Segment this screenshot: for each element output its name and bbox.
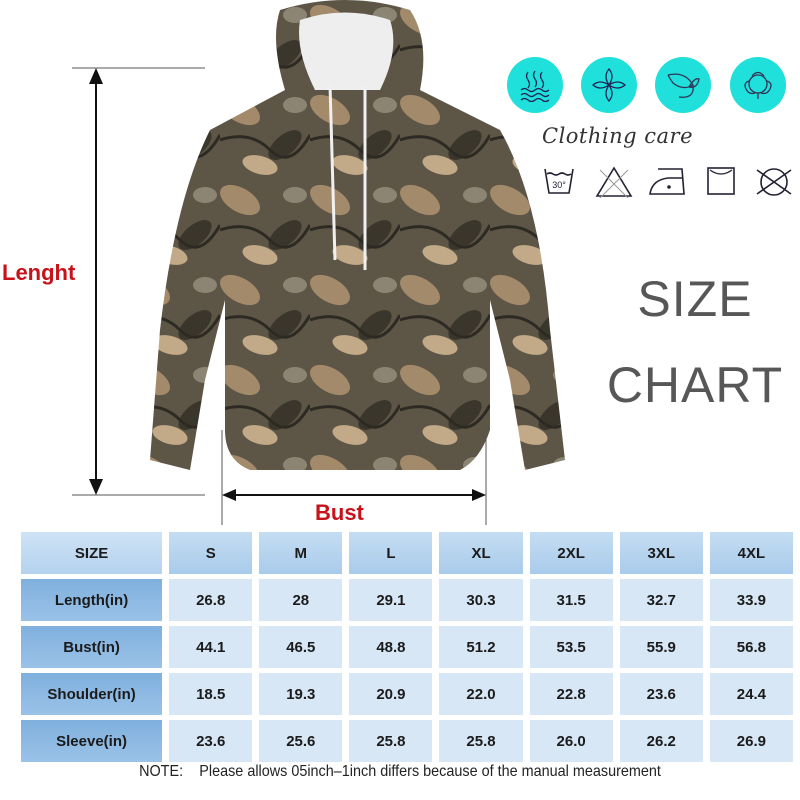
table-cell: 20.9 [349,673,433,715]
header-s: S [169,532,253,574]
clothing-care-title: Clothing care [542,124,693,148]
table-cell: 23.6 [169,720,253,762]
table-cell: 32.7 [619,579,703,621]
table-cell: 22.8 [529,673,613,715]
header-m: M [259,532,343,574]
table-cell: 26.9 [709,720,793,762]
table-row: Sleeve(in) 23.6 25.6 25.8 25.8 26.0 26.2 26.9 [21,720,793,762]
table-cell: 55.9 [619,626,703,668]
row-label: Length(in) [21,579,163,621]
cotton-icon [730,57,786,113]
leaf-icon [655,57,711,113]
tumble-dry-icon [707,167,735,195]
note-prefix: NOTE: [139,763,184,780]
table-cell: 25.6 [259,720,343,762]
table-cell: 56.8 [709,626,793,668]
hot-water-icon [507,57,563,113]
wash-temp: 30° [552,180,566,190]
table-cell: 19.3 [259,673,343,715]
table-cell: 51.2 [439,626,523,668]
table-cell: 26.2 [619,720,703,762]
table-cell: 31.5 [529,579,613,621]
table-cell: 48.8 [349,626,433,668]
table-cell: 33.9 [709,579,793,621]
table-header-row: SIZE S M L XL 2XL 3XL 4XL [21,532,793,574]
table-cell: 23.6 [619,673,703,715]
table-cell: 25.8 [439,720,523,762]
row-label: Bust(in) [21,626,163,668]
table-cell: 26.8 [169,579,253,621]
table-cell: 18.5 [169,673,253,715]
measurement-guides [72,67,487,525]
table-row: Bust(in) 44.1 46.5 48.8 51.2 53.5 55.9 56.8 [21,626,793,668]
camo-hoodie-image [150,0,565,470]
table-cell: 26.0 [529,720,613,762]
table-cell: 24.4 [709,673,793,715]
row-label: Shoulder(in) [21,673,163,715]
header-xl: XL [439,532,523,574]
bust-label: Bust [315,500,364,525]
header-l: L [349,532,433,574]
table-cell: 29.1 [349,579,433,621]
table-cell: 53.5 [529,626,613,668]
measurement-note: NOTE: Please allows 05inch–1inch differs … [40,763,760,781]
header-2xl: 2XL [529,532,613,574]
length-label: Lenght [2,260,76,285]
header-size: SIZE [21,532,163,574]
size-chart-heading-line2: CHART [606,357,784,413]
flower-icon [581,57,637,113]
no-bleach-icon [595,166,633,198]
header-3xl: 3XL [619,532,703,574]
iron-low-icon [649,168,685,195]
row-label: Sleeve(in) [21,720,163,762]
table-cell: 22.0 [439,673,523,715]
table-cell: 25.8 [349,720,433,762]
table-cell: 46.5 [259,626,343,668]
no-dry-clean-icon [756,168,792,196]
table-cell: 30.3 [439,579,523,621]
table-row: Length(in) 26.8 28 29.1 30.3 31.5 32.7 33.9 [21,579,793,621]
header-4xl: 4XL [709,532,793,574]
table-cell: 44.1 [169,626,253,668]
size-chart-heading-line1: SIZE [637,271,753,327]
wash-30-icon: 30° [544,168,574,194]
size-table: SIZE S M L XL 2XL 3XL 4XL Length(in) 26.8… [14,527,800,767]
table-row: Shoulder(in) 18.5 19.3 20.9 22.0 22.8 23.6 24.4 [21,673,793,715]
note-text: Please allows 05inch–1inch differs becau… [199,763,661,780]
table-cell: 28 [259,579,343,621]
